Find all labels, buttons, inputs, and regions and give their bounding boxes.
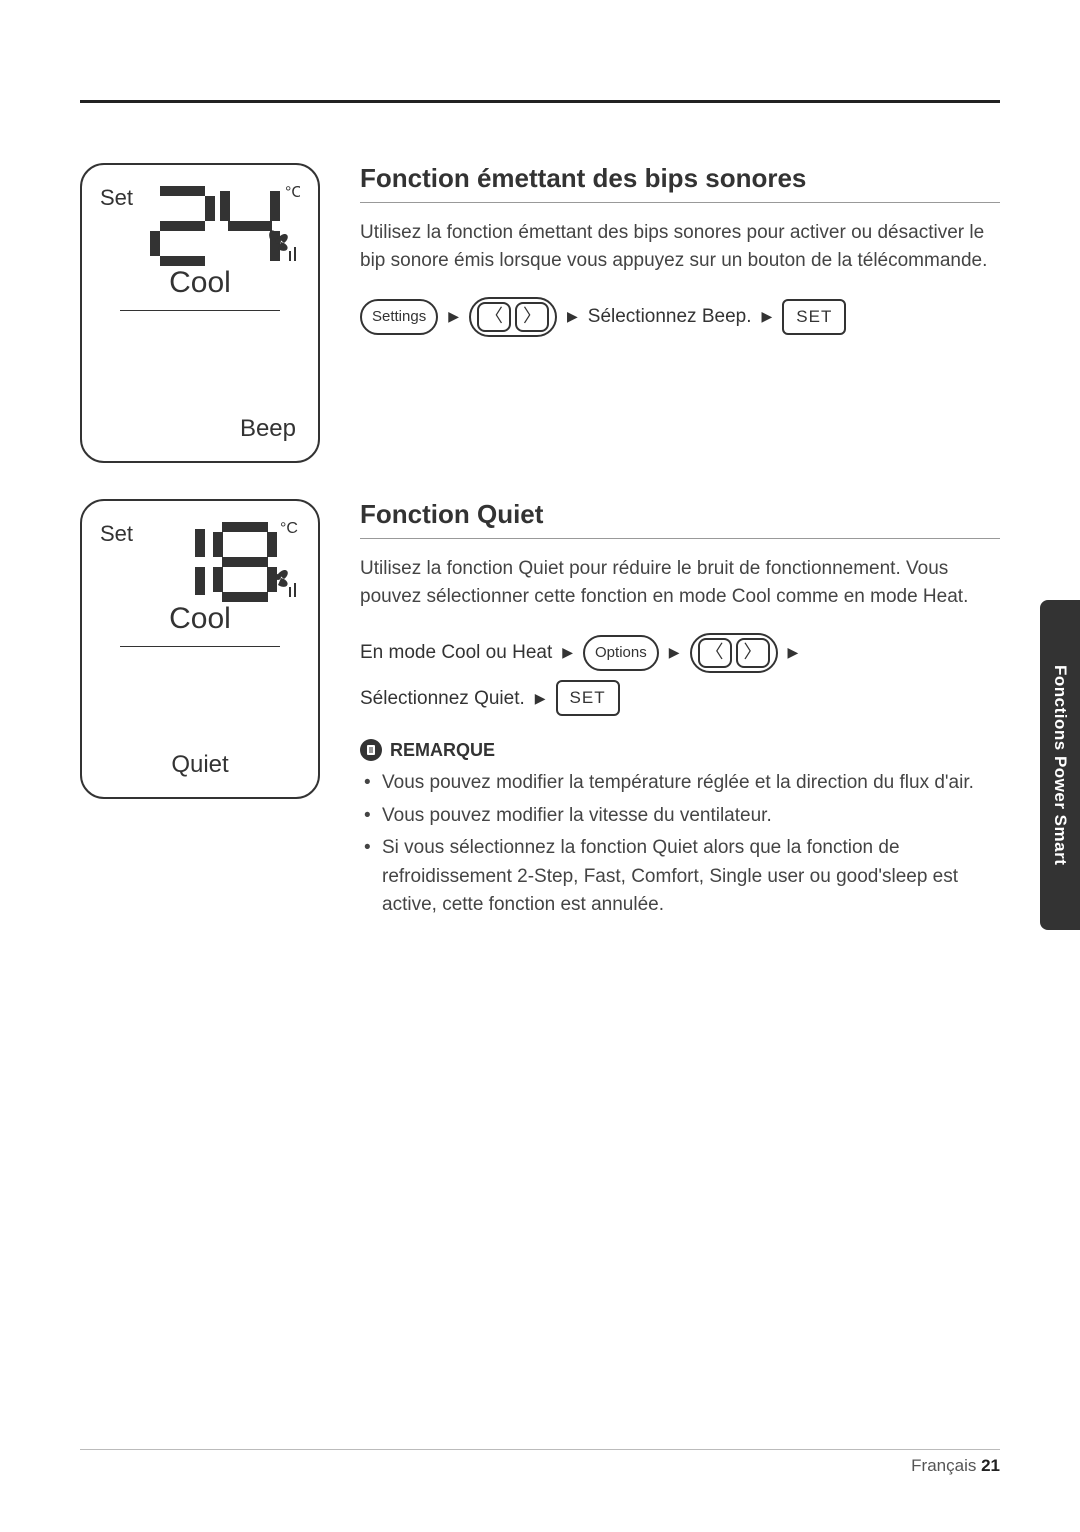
display-bottom-area: Beep (100, 311, 300, 449)
set-label: Set (100, 521, 133, 547)
set-button[interactable]: SET (782, 299, 846, 335)
select-beep-text: Sélectionnez Beep. (588, 294, 752, 340)
set-label: Set (100, 185, 133, 211)
arrow-icon: ▶ (567, 300, 578, 334)
set-button[interactable]: SET (556, 680, 620, 716)
nav-left-right-group: 〈 〉 (469, 297, 557, 337)
nav-right-button[interactable]: 〉 (515, 302, 549, 332)
arrow-icon: ▶ (788, 636, 799, 670)
note-icon (360, 739, 382, 761)
arrow-icon: ▶ (762, 300, 773, 334)
remote-display-quiet: Set (80, 499, 320, 799)
side-tab: Fonctions Power Smart (1040, 600, 1080, 930)
select-quiet-text: Sélectionnez Quiet. (360, 676, 525, 722)
arrow-icon: ▶ (562, 636, 573, 670)
options-button[interactable]: Options (583, 635, 659, 671)
arrow-icon: ▶ (535, 682, 546, 716)
arrow-icon: ▶ (669, 636, 680, 670)
page-footer: Français 21 (80, 1449, 1000, 1476)
arrow-icon: ▶ (448, 300, 459, 334)
button-sequence-quiet: En mode Cool ou Heat ▶ Options ▶ 〈 〉 ▶ (360, 630, 1000, 676)
section-body-beep: Utilisez la fonction émettant des bips s… (360, 219, 1000, 274)
button-sequence-quiet-2: Sélectionnez Quiet. ▶ SET (360, 676, 1000, 722)
mode-prereq-text: En mode Cool ou Heat (360, 630, 552, 676)
display-bottom-area: Quiet (100, 647, 300, 785)
section-title-beep: Fonction émettant des bips sonores (360, 163, 1000, 203)
section-title-quiet: Fonction Quiet (360, 499, 1000, 539)
section-body-quiet: Utilisez la fonction Quiet pour réduire … (360, 555, 1000, 610)
note-label: REMARQUE (390, 740, 495, 761)
nav-left-button[interactable]: 〈 (698, 638, 732, 668)
settings-button[interactable]: Settings (360, 299, 438, 335)
note-block: REMARQUE Vous pouvez modifier la tempéra… (360, 739, 1000, 920)
nav-left-button[interactable]: 〈 (477, 302, 511, 332)
function-label: Beep (240, 415, 296, 443)
note-list: Vous pouvez modifier la température régl… (360, 769, 1000, 920)
temp-readout: °C (139, 181, 300, 276)
button-sequence-beep: Settings ▶ 〈 〉 ▶ Sélectionnez Beep. ▶ SE… (360, 294, 1000, 340)
side-tab-label: Fonctions Power Smart (1050, 665, 1070, 865)
function-label: Quiet (171, 751, 228, 779)
top-rule (80, 100, 1000, 103)
footer-lang: Français (911, 1456, 976, 1475)
svg-text:°C: °C (280, 520, 298, 537)
nav-right-button[interactable]: 〉 (736, 638, 770, 668)
temp-readout: °C (139, 517, 300, 612)
nav-left-right-group: 〈 〉 (690, 633, 778, 673)
note-item: Vous pouvez modifier la température régl… (360, 769, 1000, 798)
note-item: Vous pouvez modifier la vitesse du venti… (360, 802, 1000, 831)
footer-page: 21 (981, 1456, 1000, 1475)
note-item: Si vous sélectionnez la fonction Quiet a… (360, 834, 1000, 920)
remote-display-beep: Set (80, 163, 320, 463)
svg-text:°C: °C (285, 184, 300, 201)
